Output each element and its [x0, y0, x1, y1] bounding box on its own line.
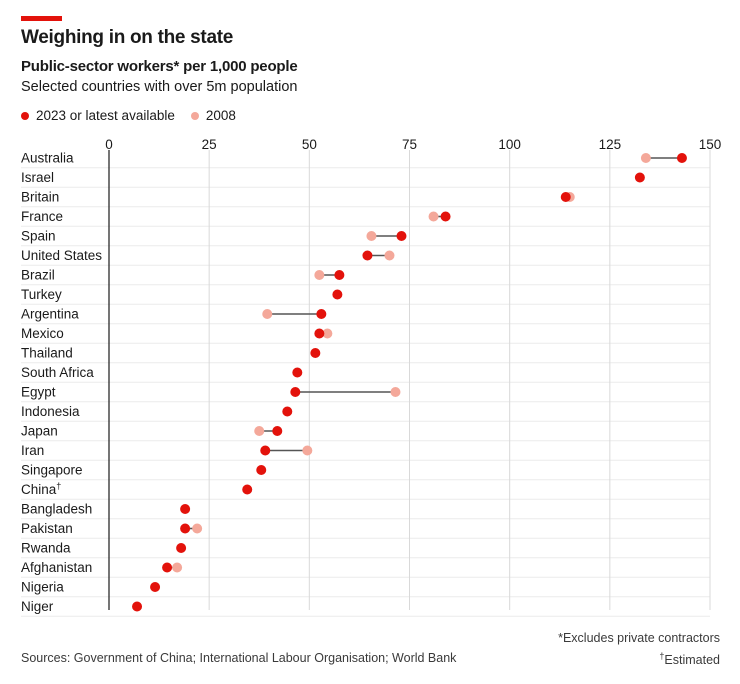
country-label-niger: Niger	[21, 599, 54, 614]
dot-latest-iran	[260, 445, 271, 456]
dot-2008-france	[428, 211, 439, 222]
x-tick-label-75: 75	[402, 137, 417, 152]
country-label-china: China†	[21, 481, 61, 497]
x-tick-label-100: 100	[498, 137, 521, 152]
dot-latest-afghanistan	[162, 562, 173, 573]
dot-latest-turkey	[332, 289, 343, 300]
legend-label-latest: 2023 or latest available	[36, 108, 175, 123]
dot-2008-japan	[254, 426, 265, 436]
dot-latest-china	[242, 484, 253, 495]
dot-2008-iran	[302, 445, 313, 456]
footnote-dagger: †	[659, 651, 665, 661]
dot-2008-afghanistan	[172, 562, 183, 573]
country-label-bangladesh: Bangladesh	[21, 502, 92, 517]
x-tick-label-25: 25	[202, 137, 217, 152]
dot-2008-australia	[640, 153, 651, 163]
country-label-israel: Israel	[21, 170, 54, 185]
brand-accent-bar	[21, 16, 62, 21]
country-label-iran: Iran	[21, 443, 44, 458]
dot-latest-argentina	[316, 309, 327, 319]
country-label-pakistan: Pakistan	[21, 521, 73, 536]
country-label-france: France	[21, 209, 63, 224]
dot-2008-brazil	[314, 270, 325, 280]
legend-item-2008: 2008	[190, 108, 236, 123]
dot-2008-pakistan	[192, 523, 203, 534]
country-label-argentina: Argentina	[21, 307, 79, 322]
legend-label-2008: 2008	[205, 108, 236, 123]
country-label-indonesia: Indonesia	[21, 404, 80, 419]
dot-latest-rwanda	[176, 543, 187, 553]
country-label-egypt: Egypt	[21, 385, 56, 400]
dot-latest-thailand	[310, 348, 321, 358]
legend: 2023 or latest available 2008	[21, 108, 252, 123]
legend-item-latest: 2023 or latest available	[21, 108, 175, 123]
dot-latest-singapore	[256, 465, 267, 475]
chart-subtitle: Public-sector workers* per 1,000 people	[21, 58, 298, 75]
dot-latest-france	[440, 211, 451, 222]
country-label-brazil: Brazil	[21, 268, 55, 283]
dot-2008-argentina	[262, 309, 273, 319]
dot-latest-australia	[676, 153, 687, 163]
country-label-south-africa: South Africa	[21, 365, 94, 380]
dot-latest-indonesia	[282, 406, 293, 417]
country-label-mexico: Mexico	[21, 326, 64, 341]
country-label-japan: Japan	[21, 424, 58, 439]
x-tick-label-125: 125	[599, 137, 622, 152]
dot-latest-brazil	[334, 270, 345, 280]
dot-2008-united-states	[384, 250, 395, 261]
country-label-afghanistan: Afghanistan	[21, 560, 92, 575]
country-label-spain: Spain	[21, 229, 56, 244]
dot-2008-egypt	[390, 387, 401, 397]
country-label-rwanda: Rwanda	[21, 541, 71, 556]
footnote-excludes: *Excludes private contractors	[558, 631, 720, 645]
source-note: Sources: Government of China; Internatio…	[21, 651, 457, 665]
dot-latest-egypt	[290, 387, 301, 397]
x-tick-label-50: 50	[302, 137, 317, 152]
dot-latest-nigeria	[150, 582, 161, 592]
dot-latest-united-states	[362, 250, 373, 261]
chart-subtitle-secondary: Selected countries with over 5m populati…	[21, 79, 298, 95]
country-label-thailand: Thailand	[21, 346, 73, 361]
dot-latest-spain	[396, 231, 407, 241]
x-tick-label-0: 0	[105, 137, 113, 152]
dot-latest-bangladesh	[180, 504, 191, 514]
dot-latest-israel	[634, 172, 645, 183]
legend-dot-2008-icon	[190, 111, 199, 120]
country-label-nigeria: Nigeria	[21, 580, 64, 595]
dot-latest-britain	[560, 192, 571, 202]
country-label-britain: Britain	[21, 190, 59, 205]
footnote-estimated: †Estimated	[659, 651, 720, 667]
dot-latest-pakistan	[180, 523, 191, 534]
country-label-australia: Australia	[21, 151, 74, 166]
country-label-singapore: Singapore	[21, 463, 83, 478]
dot-latest-mexico	[314, 328, 325, 339]
dot-2008-spain	[366, 231, 377, 241]
dot-plot-chart: 0 25 50 75 100 125 150 Australia Israel Britain Fr…	[21, 137, 722, 617]
dot-latest-south-africa	[292, 367, 303, 378]
legend-dot-latest-icon	[21, 111, 29, 120]
x-tick-label-150: 150	[699, 137, 722, 152]
dot-2008-mexico	[322, 328, 333, 339]
chart-title: Weighing in on the state	[21, 27, 234, 48]
footnote-estimated-text: Estimated	[664, 653, 720, 668]
dot-latest-niger	[132, 601, 143, 612]
country-label-turkey: Turkey	[21, 287, 62, 302]
country-label-mark-china: †	[56, 481, 61, 491]
country-label-united-states: United States	[21, 248, 102, 263]
dot-latest-japan	[272, 426, 283, 436]
